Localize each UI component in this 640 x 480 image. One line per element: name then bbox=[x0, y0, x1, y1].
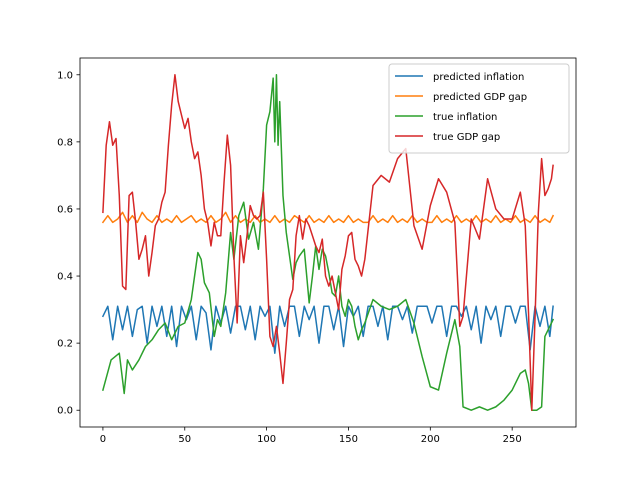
x-axis: 0 50 100 150 200 250 bbox=[100, 427, 522, 445]
legend-label: predicted GDP gap bbox=[433, 92, 527, 103]
y-tick-label: 0.6 bbox=[57, 204, 73, 215]
legend-label: predicted inflation bbox=[433, 72, 524, 83]
x-tick-label: 200 bbox=[421, 434, 440, 445]
series-line-predicted-gdp-gap bbox=[101, 211, 555, 224]
x-tick-label: 50 bbox=[178, 434, 191, 445]
series-line-predicted-inflation bbox=[101, 305, 554, 354]
y-tick-label: 0.2 bbox=[57, 339, 73, 350]
y-tick-label: 0.4 bbox=[57, 272, 73, 283]
x-tick-label: 100 bbox=[257, 434, 276, 445]
x-tick-label: 150 bbox=[339, 434, 358, 445]
x-tick-label: 0 bbox=[100, 434, 106, 445]
series-layer bbox=[101, 74, 555, 411]
series-line-true-gdp-gap bbox=[102, 74, 554, 411]
series-line-true-inflation bbox=[101, 74, 555, 411]
x-tick-label: 250 bbox=[503, 434, 522, 445]
y-tick-label: 1.0 bbox=[57, 70, 73, 81]
y-axis: 0.0 0.2 0.4 0.6 0.8 1.0 bbox=[57, 70, 80, 417]
plot-frame bbox=[79, 57, 577, 428]
legend-label: true inflation bbox=[433, 112, 497, 123]
legend: predicted inflation predicted GDP gap true… bbox=[388, 63, 570, 154]
legend-box bbox=[388, 63, 570, 154]
y-tick-label: 0.8 bbox=[57, 137, 73, 148]
y-tick-label: 0.0 bbox=[57, 406, 73, 417]
legend-label: true GDP gap bbox=[433, 132, 500, 143]
